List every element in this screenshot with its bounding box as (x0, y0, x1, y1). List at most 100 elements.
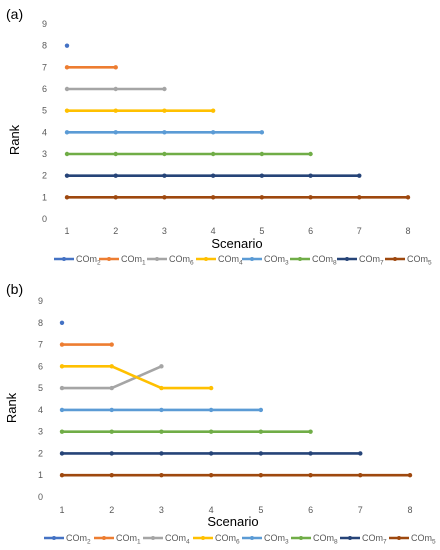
data-point (405, 195, 411, 200)
data-point (308, 473, 313, 478)
legend-label: COm7 (359, 254, 384, 267)
y-tick-label: 6 (38, 361, 43, 371)
y-tick-label: 9 (42, 19, 47, 29)
legend-item-com3: COm3 (242, 533, 289, 546)
legend-item-com3: COm3 (242, 254, 289, 267)
data-point (113, 108, 118, 113)
data-point (113, 151, 118, 157)
x-tick-labels-b: 1 2 3 4 5 6 7 8 (59, 505, 412, 515)
data-point (308, 173, 313, 178)
legend-marker (345, 257, 349, 261)
data-point (259, 195, 265, 200)
data-point (64, 195, 70, 200)
data-point (208, 385, 214, 391)
data-point (59, 385, 65, 391)
data-point (159, 407, 164, 413)
data-point (113, 65, 118, 70)
x-tick-label: 7 (357, 226, 362, 236)
legend-item-com7: COm7 (340, 533, 387, 546)
legend-label: COm6 (169, 254, 194, 267)
legend-marker (155, 257, 159, 261)
data-point (358, 451, 363, 456)
legend-label: COm2 (76, 254, 101, 267)
legend-label: COm5 (411, 533, 436, 546)
data-point (59, 429, 65, 434)
data-point (113, 130, 118, 135)
legend-label: COm7 (362, 533, 387, 546)
data-point (162, 151, 167, 157)
y-tick-label: 4 (38, 405, 43, 415)
data-point (407, 473, 413, 478)
legend-marker (52, 536, 56, 540)
series-com3 (64, 130, 265, 135)
legend-label: COm8 (312, 254, 337, 267)
y-tick-label: 4 (42, 127, 47, 137)
x-tick-labels-a: 1 2 3 4 5 6 7 8 (64, 226, 410, 236)
data-point (259, 151, 265, 157)
data-point (208, 407, 214, 413)
series-line-com4 (60, 365, 163, 390)
x-tick-label: 1 (64, 226, 69, 236)
legend-label: COm3 (264, 254, 289, 267)
chart-panel-a: (a) Rank Scenario 0 1 2 3 4 5 6 7 8 9 1 2 3 4 5 6 7 8 CO… (6, 6, 432, 267)
data-point (113, 195, 118, 200)
legend-item-com2: COm2 (44, 533, 91, 546)
y-tick-label: 0 (42, 214, 47, 224)
x-tick-label: 1 (59, 505, 64, 515)
legend-label: COm4 (218, 254, 243, 267)
data-point (357, 195, 362, 200)
legend-label: COm3 (264, 533, 289, 546)
data-point (64, 43, 70, 48)
data-point (210, 108, 216, 113)
data-point (210, 195, 216, 200)
series-com5 (59, 473, 413, 478)
data-point (308, 451, 313, 456)
data-point (113, 86, 118, 92)
data-point (59, 320, 65, 325)
data-point (109, 364, 114, 369)
data-point (64, 65, 70, 70)
data-point (259, 130, 265, 135)
legend-item-com4: COm4 (143, 533, 190, 546)
legend-b: COm2 COm1 COm4 COm6 COm3 COm8 COm7 COm5 (44, 533, 436, 546)
y-tick-label: 0 (38, 492, 43, 502)
legend-marker (299, 536, 303, 540)
legend-item-com1: COm1 (99, 254, 146, 267)
data-point (210, 130, 216, 135)
series-layer-a (64, 43, 411, 200)
legend-marker (201, 536, 205, 540)
data-point (308, 195, 313, 200)
legend-marker (393, 257, 397, 261)
data-point (64, 151, 70, 157)
data-point (59, 407, 65, 413)
legend-marker (397, 536, 401, 540)
y-tick-label: 3 (38, 427, 43, 437)
y-tick-label: 1 (38, 470, 43, 480)
x-tick-label: 3 (159, 505, 164, 515)
x-tick-label: 5 (259, 226, 264, 236)
legend-marker (62, 257, 66, 261)
y-tick-label: 9 (38, 296, 43, 306)
series-com7 (59, 451, 363, 456)
y-tick-label: 7 (38, 340, 43, 350)
series-com8 (64, 151, 313, 157)
data-point (64, 173, 70, 178)
y-tick-label: 6 (42, 84, 47, 94)
y-tick-label: 8 (38, 318, 43, 328)
legend-item-com5: COm5 (385, 254, 432, 267)
y-tick-label: 5 (38, 383, 43, 393)
data-point (64, 108, 70, 113)
legend-label: COm2 (66, 533, 91, 546)
legend-item-com1: COm1 (94, 533, 141, 546)
y-tick-label: 5 (42, 106, 47, 116)
series-layer-b (59, 320, 413, 478)
data-point (308, 429, 313, 434)
legend-marker (250, 257, 254, 261)
y-tick-label: 2 (38, 448, 43, 458)
series-line-com6 (60, 365, 213, 390)
data-point (59, 342, 65, 347)
x-tick-label: 8 (407, 505, 412, 515)
data-point (64, 130, 70, 135)
x-tick-label: 6 (308, 226, 313, 236)
series-com8 (59, 429, 313, 434)
